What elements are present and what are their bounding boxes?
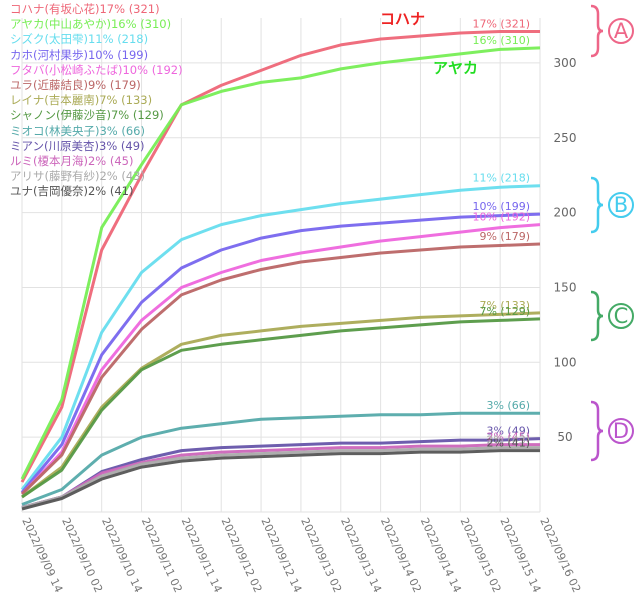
end-label-8: 3% (66)	[486, 399, 530, 412]
x-tick-label: 2022/09/10 02	[59, 516, 105, 593]
group-circle	[608, 18, 634, 44]
end-label-10: 2% (45)	[486, 431, 530, 444]
series-lines	[20, 30, 541, 511]
end-label-7: 7% (129)	[479, 305, 530, 318]
legend: コハナ(有坂心花)17% (321) アヤカ(中山あやか)16% (310) シズク…	[10, 2, 183, 200]
group-circle	[608, 303, 634, 329]
x-tick-label: 2022/09/13 02	[298, 516, 344, 593]
legend-entry: ミオコ(林美央子)3% (66)	[10, 123, 145, 138]
x-tick-label: 2022/09/09 14	[19, 516, 65, 593]
series-line-7	[21, 317, 541, 499]
legend-entry: ユナ(吉岡優奈)2% (41)	[10, 184, 134, 199]
y-tick-label: 300	[554, 56, 577, 70]
end-label-3: 10% (199)	[472, 200, 530, 213]
end-label-0: 17% (321)	[472, 17, 530, 30]
x-tick-label: 2022/09/13 14	[338, 516, 384, 593]
x-tick-label: 2022/09/15 14	[497, 516, 543, 593]
end-label-2: 11% (218)	[472, 172, 530, 185]
series-line-0	[20, 30, 540, 483]
series-line-10	[21, 443, 540, 509]
end-label-5: 9% (179)	[479, 230, 530, 243]
legend-entry: シャノン(伊藤沙音)7% (129)	[10, 108, 164, 123]
x-tick-label: 2022/09/14 14	[418, 516, 464, 593]
legend-entry: アリサ(藤野有紗)2% (43)	[10, 169, 145, 184]
x-tick-label: 2022/09/11 02	[139, 516, 185, 593]
group-brace	[590, 290, 604, 342]
end-label-4: 10% (192)	[472, 211, 530, 224]
x-tick-label: 2022/09/11 14	[179, 516, 225, 593]
legend-entry: アヤカ(中山あやか)16% (310)	[10, 17, 172, 32]
series-line-8	[21, 411, 540, 506]
legend-entry: フタバ(小松崎ふたば)10% (192)	[10, 62, 183, 77]
group-circle	[608, 192, 634, 218]
group-brackets: A B C D	[590, 4, 634, 462]
legend-entry: ユラ(近藤結良)9% (179)	[10, 78, 141, 93]
y-tick-label: 150	[554, 280, 577, 294]
group-label: C	[614, 304, 629, 328]
end-label-1: 16% (310)	[472, 34, 530, 47]
x-tick-label: 2022/09/12 02	[219, 516, 265, 593]
x-tick-label: 2022/09/12 14	[258, 516, 304, 593]
x-tick-label: 2022/09/16 02	[537, 516, 583, 593]
legend-entry: レイナ(吉本麗南)7% (133)	[10, 93, 153, 108]
group-brace	[590, 176, 604, 234]
series-line-11	[21, 446, 540, 509]
x-tick-label: 2022/09/10 14	[99, 516, 145, 593]
series-line-6	[21, 311, 541, 499]
y-axis-ticks: 50 100 150 200 250 300	[554, 56, 577, 444]
legend-entry: シズク(太田雫)11% (218)	[10, 32, 149, 47]
legend-entry: カホ(河村果歩)10% (199)	[10, 47, 149, 62]
end-label-11: 2% (43)	[486, 434, 530, 447]
end-label-12: 2% (41)	[486, 437, 530, 450]
legend-entry: コハナ(有坂心花)17% (321)	[10, 2, 160, 16]
legend-entry: ミアン(川原美杏)3% (49)	[10, 138, 145, 153]
series-line-12	[21, 449, 540, 511]
legend-entry: ルミ(榎本月海)2% (45)	[10, 154, 134, 169]
y-tick-label: 100	[554, 355, 577, 369]
end-labels: 17% (321) 16% (310) 11% (218) 10% (199)10% …	[472, 17, 530, 449]
y-tick-label: 250	[554, 131, 577, 145]
series-line-2	[20, 184, 541, 491]
x-tick-label: 2022/09/14 02	[378, 516, 424, 593]
group-label: B	[614, 193, 628, 217]
end-label-9: 3% (49)	[486, 425, 530, 438]
group-circle	[608, 418, 634, 444]
group-brace	[590, 400, 604, 462]
series-line-4	[20, 223, 541, 496]
grid	[21, 18, 541, 513]
series-line-3	[20, 212, 541, 494]
y-tick-label: 50	[557, 430, 572, 444]
callout-label: アヤカ	[433, 59, 478, 77]
x-tick-label: 2022/09/15 02	[458, 516, 504, 593]
group-brace	[590, 4, 604, 58]
series-line-9	[21, 437, 541, 509]
end-label-6: 7% (133)	[479, 299, 530, 312]
group-label: A	[614, 19, 629, 43]
y-tick-label: 200	[554, 206, 577, 220]
series-line-5	[20, 242, 541, 496]
callout-label: コハナ	[380, 10, 425, 28]
group-label: D	[613, 419, 629, 443]
series-line-1	[20, 46, 541, 480]
